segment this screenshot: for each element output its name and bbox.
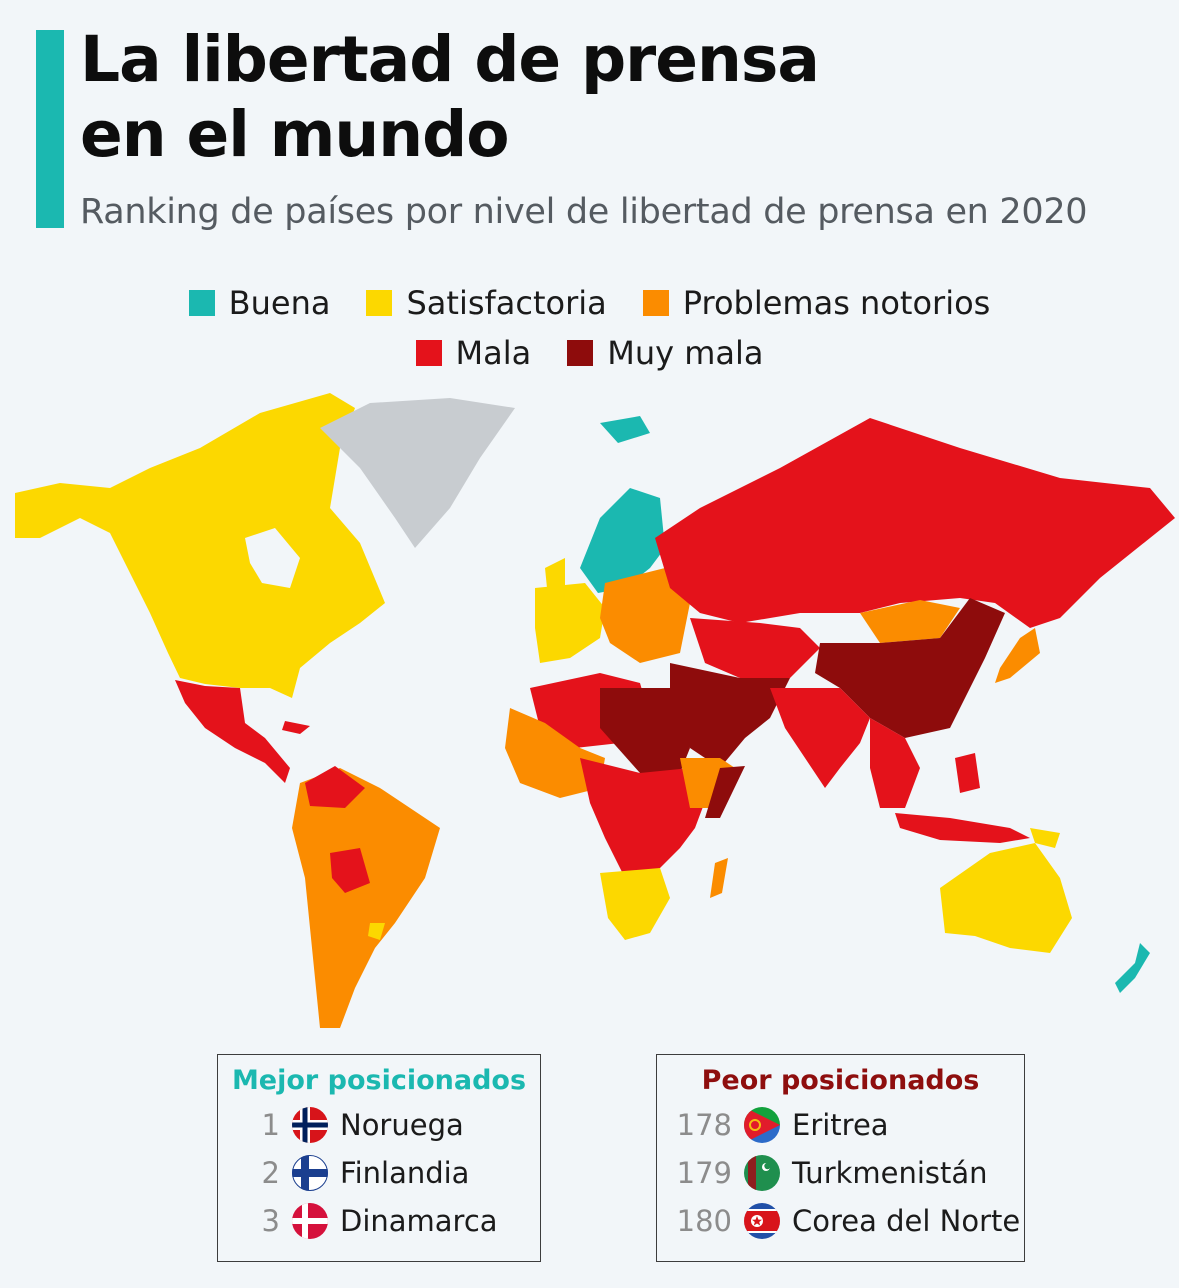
north-korea-flag-icon (744, 1203, 780, 1239)
worst-ranked-box: Peor posicionados 178 Eritrea 179 (656, 1054, 1025, 1262)
legend-label-mala: Mala (455, 334, 532, 372)
western-europe-region (535, 583, 605, 663)
country-name: Turkmenistán (792, 1156, 988, 1190)
legend-item-buena: Buena (188, 284, 331, 322)
philippines-region (955, 753, 980, 793)
finland-flag-icon (292, 1155, 328, 1191)
legend-label-muy-mala: Muy mala (607, 334, 764, 372)
japan-region (995, 628, 1040, 683)
legend-swatch-buena (188, 290, 215, 316)
map-legend: Buena Satisfactoria Problemas notorios M… (0, 278, 1179, 378)
title-accent-bar (36, 30, 64, 228)
denmark-flag-icon (292, 1203, 328, 1239)
caribbean-region (282, 721, 310, 734)
south-asia-region (770, 688, 870, 788)
best-ranked-box: Mejor posicionados 1 Noruega 2 (217, 1054, 541, 1262)
legend-item-mala: Mala (415, 334, 532, 372)
central-asia-region (690, 618, 820, 678)
egypt-sudan-region (600, 688, 690, 773)
rank-number: 180 (676, 1204, 732, 1238)
worst-ranked-row: 180 Corea del Norte (657, 1197, 1024, 1245)
legend-item-problemas: Problemas notorios (642, 284, 991, 322)
southern-africa-region (600, 868, 670, 940)
madagascar-region (710, 858, 728, 898)
title-line-2: en el mundo (80, 98, 510, 171)
worst-ranked-row: 179 Turkmenistán (657, 1149, 1024, 1197)
uk-region (545, 558, 565, 598)
rank-number: 3 (261, 1204, 280, 1238)
eritrea-somalia-region (705, 766, 745, 818)
new-zealand-region (1115, 943, 1150, 993)
legend-row-2: Mala Muy mala (0, 328, 1179, 378)
legend-item-muy-mala: Muy mala (567, 334, 764, 372)
central-africa-region (580, 758, 710, 878)
best-ranked-list: 1 Noruega 2 (218, 1101, 540, 1245)
legend-swatch-mala (415, 340, 442, 366)
uruguay-region (368, 923, 385, 940)
west-africa-region (505, 708, 605, 798)
country-name: Eritrea (792, 1108, 889, 1142)
australia-region (940, 843, 1072, 953)
south-america-region (292, 768, 440, 1028)
country-name: Finlandia (340, 1156, 470, 1190)
iceland-region (600, 416, 650, 443)
legend-swatch-satisfactoria (366, 290, 393, 316)
country-name: Dinamarca (340, 1204, 498, 1238)
north-america-region (15, 393, 385, 698)
mexico-central-america-region (175, 680, 290, 783)
legend-item-satisfactoria: Satisfactoria (366, 284, 607, 322)
page-title: La libertad de prensa en el mundo (80, 22, 980, 172)
eritrea-flag-icon (744, 1107, 780, 1143)
china-region (815, 598, 1005, 738)
nordic-region (580, 488, 665, 593)
turkmenistan-flag-icon (744, 1155, 780, 1191)
title-line-1: La libertad de prensa (80, 23, 820, 96)
worst-ranked-row: 178 Eritrea (657, 1101, 1024, 1149)
venezuela-region (305, 766, 365, 808)
legend-label-satisfactoria: Satisfactoria (406, 284, 607, 322)
best-ranked-title: Mejor posicionados (231, 1065, 527, 1096)
mongolia-region (860, 600, 960, 643)
southeast-asia-region (870, 718, 920, 808)
country-name: Corea del Norte (792, 1204, 1021, 1238)
greenland-region (320, 398, 515, 548)
best-ranked-row: 1 Noruega (218, 1101, 540, 1149)
russia-region (655, 418, 1175, 628)
best-ranked-row: 2 Finlandia (218, 1149, 540, 1197)
worst-ranked-list: 178 Eritrea 179 (657, 1101, 1024, 1245)
best-ranked-row: 3 Dinamarca (218, 1197, 540, 1245)
bolivia-region (330, 848, 370, 893)
eastern-europe-region (600, 568, 690, 663)
country-name: Noruega (340, 1108, 464, 1142)
worst-ranked-title: Peor posicionados (701, 1065, 980, 1096)
page-subtitle: Ranking de países por nivel de libertad … (80, 192, 1088, 232)
indonesia-region (895, 813, 1030, 843)
middle-east-region (670, 663, 790, 768)
rank-number: 2 (261, 1156, 280, 1190)
rank-number: 178 (676, 1108, 732, 1142)
legend-row-1: Buena Satisfactoria Problemas notorios (0, 278, 1179, 328)
papua-region (1030, 828, 1060, 848)
norway-flag-icon (292, 1107, 328, 1143)
legend-label-buena: Buena (228, 284, 331, 322)
rank-number: 1 (261, 1108, 280, 1142)
legend-swatch-problemas (642, 290, 669, 316)
hudson-bay (245, 528, 300, 588)
legend-label-problemas: Problemas notorios (682, 284, 991, 322)
legend-swatch-muy-mala (567, 340, 594, 366)
rank-number: 179 (676, 1156, 732, 1190)
world-map (15, 393, 1175, 1028)
